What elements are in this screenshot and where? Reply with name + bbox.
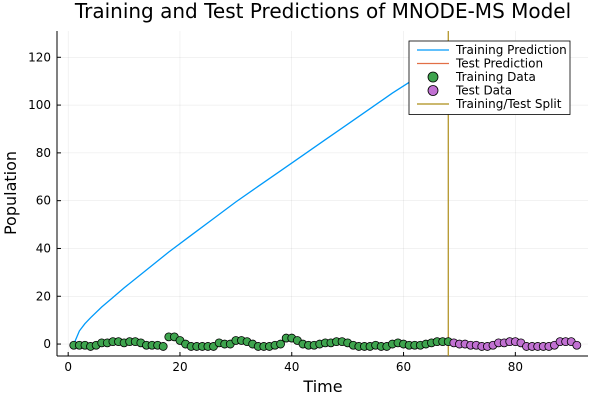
y-tick-label: 20 <box>36 289 51 303</box>
legend-label: Training Prediction <box>455 43 567 57</box>
axes <box>56 31 588 357</box>
series <box>69 31 582 356</box>
y-tick-label: 80 <box>36 146 51 160</box>
y-tick-labels: 0 20 40 60 80 100 120 <box>28 50 51 351</box>
legend-label: Training Data <box>455 70 536 84</box>
legend-label: Test Prediction <box>455 57 543 71</box>
x-tick-label: 80 <box>508 360 523 374</box>
point-training-data <box>158 342 168 351</box>
y-tick-label: 120 <box>28 50 51 64</box>
y-tick-label: 60 <box>36 194 51 208</box>
y-tick-label: 100 <box>28 98 51 112</box>
chart-title: Training and Test Predictions of MNODE-M… <box>74 0 571 23</box>
legend-marker <box>427 71 439 83</box>
legend-label: Test Data <box>455 84 512 98</box>
point-test-data <box>572 340 582 350</box>
x-tick-label: 0 <box>64 360 72 374</box>
y-tick-label: 0 <box>43 337 51 351</box>
y-tick-label: 40 <box>36 241 51 255</box>
x-tick-label: 20 <box>172 360 187 374</box>
x-tick-label: 40 <box>284 360 299 374</box>
legend-marker <box>427 85 439 96</box>
series-line-training-prediction <box>73 56 449 345</box>
x-axis-label: Time <box>302 377 342 396</box>
point-training-data <box>276 339 285 349</box>
x-tick-labels: 0 20 40 60 80 <box>64 360 523 374</box>
legend-label: Training/Test Split <box>455 97 562 111</box>
x-tick-label: 60 <box>396 360 411 374</box>
y-axis-label: Population <box>1 151 20 235</box>
